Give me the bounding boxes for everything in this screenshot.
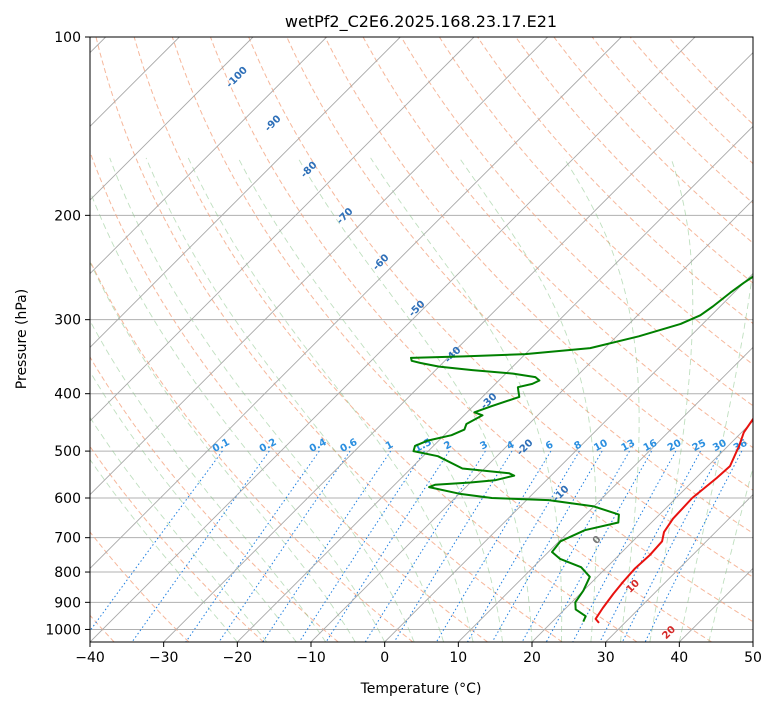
y-tick-label: 400	[54, 387, 81, 403]
dry-adiabat	[286, 37, 753, 534]
isotherm-line	[90, 37, 401, 348]
mixing-ratio-label: 2	[442, 439, 453, 452]
y-tick-label: 800	[54, 565, 81, 581]
x-tick-label: −10	[296, 650, 326, 666]
isotherm-line	[90, 37, 548, 496]
mixing-ratio-label: 6	[544, 439, 555, 452]
moist-adiabat	[90, 416, 268, 642]
y-tick-label: 600	[54, 491, 81, 507]
dry-adiabat	[438, 37, 753, 366]
moist-adiabat	[90, 458, 238, 642]
dry-adiabat	[210, 37, 753, 623]
moist-adiabat	[90, 190, 386, 642]
x-tick-label: −30	[149, 650, 179, 666]
dry-adiabat	[90, 356, 339, 642]
isotherm-line	[237, 125, 753, 642]
plot-frame	[89, 36, 754, 643]
x-axis-label: Temperature (°C)	[360, 681, 482, 697]
temperature-profile-line	[594, 417, 753, 624]
mixing-ratio-line	[521, 450, 630, 642]
x-tick-label: −20	[223, 650, 253, 666]
moist-adiabat	[109, 157, 415, 642]
x-tick-label: 50	[744, 650, 762, 666]
isotherm-line	[531, 420, 753, 642]
dry-adiabat	[90, 259, 414, 642]
mixing-ratio-label: 1	[384, 439, 395, 452]
moist-adiabat	[563, 157, 640, 642]
isotherm-line	[90, 37, 254, 201]
y-tick-label: 900	[54, 595, 81, 611]
dry-adiabat	[400, 37, 753, 407]
mixing-ratio-line	[90, 450, 223, 632]
x-tick-label: 40	[670, 650, 688, 666]
chart-title: wetPf2_C2E6.2025.168.23.17.E21	[285, 12, 557, 32]
y-tick-label: 300	[54, 313, 81, 329]
y-axis-label: Pressure (hPa)	[14, 289, 30, 389]
mixing-ratio-line	[218, 450, 351, 642]
moist-adiabat	[297, 157, 533, 642]
x-tick-label: −40	[75, 650, 105, 666]
moist-adiabat	[90, 261, 356, 642]
y-tick-label: 100	[54, 30, 81, 46]
dry-adiabat	[477, 37, 753, 325]
y-tick-label: 1000	[45, 622, 81, 638]
moist-adiabat	[90, 319, 327, 642]
mixing-ratio-line	[262, 450, 392, 642]
x-tick-label: 10	[449, 650, 467, 666]
mixing-ratio-line	[599, 450, 701, 642]
dewpoint-profile-line	[410, 275, 753, 623]
mixing-ratio-line	[298, 450, 425, 642]
moist-adiabat	[145, 157, 445, 642]
x-tick-label: 20	[523, 650, 541, 666]
dry-adiabat	[90, 150, 488, 642]
mixing-ratio-label: 8	[573, 439, 584, 452]
isotherm-line	[384, 273, 753, 642]
isotherm-line	[90, 37, 327, 275]
y-tick-label: 200	[54, 208, 81, 224]
mixing-ratio-line	[545, 450, 653, 642]
dry-adiabat	[171, 37, 712, 642]
isotherm-line	[90, 37, 622, 569]
dry-adiabat	[90, 531, 190, 642]
dry-adiabat	[591, 37, 753, 204]
isotherm-line	[90, 37, 475, 422]
mixing-ratio-line	[491, 450, 603, 642]
isotherm-line	[310, 199, 753, 642]
dry-adiabat	[95, 37, 563, 642]
isotherm-line	[605, 494, 753, 642]
x-tick-label: 30	[597, 650, 615, 666]
y-tick-label: 700	[54, 531, 81, 547]
mixing-ratio-line	[644, 450, 743, 642]
mixing-ratio-line	[185, 450, 320, 642]
mixing-ratio-line	[572, 450, 677, 642]
y-tick-label: 500	[54, 444, 81, 460]
moist-adiabat	[187, 157, 474, 642]
x-tick-label: 0	[380, 650, 389, 666]
mixing-ratio-label: 3	[479, 439, 490, 452]
dry-adiabat	[248, 37, 753, 578]
moist-adiabat	[90, 370, 297, 642]
mixing-ratio-label: 4	[505, 439, 516, 452]
isotherm-line	[90, 37, 696, 642]
moist-adiabat	[678, 266, 753, 642]
moist-adiabat	[459, 157, 597, 642]
isotherm-line	[458, 346, 753, 642]
dry-adiabat	[553, 37, 753, 244]
dry-adiabat	[133, 37, 638, 642]
isotherm-line	[163, 52, 753, 642]
dry-adiabat	[324, 37, 753, 491]
